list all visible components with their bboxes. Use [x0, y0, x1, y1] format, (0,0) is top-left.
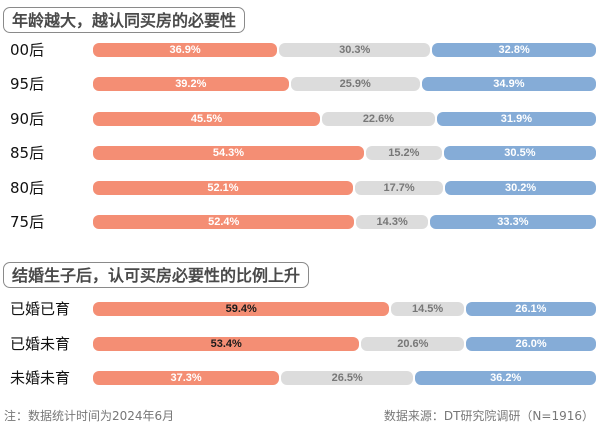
bar-segment-2: 17.7%: [354, 180, 444, 195]
bar-segment-2: 26.5%: [281, 371, 414, 385]
bar-segment-1: 52.1%: [93, 180, 353, 195]
bar-row: 未婚未育 37.3% 26.5% 36.2%: [0, 368, 600, 388]
bar-segment-1: 53.4%: [93, 336, 360, 351]
bar-row: 90后 45.5% 22.6% 31.9%: [0, 109, 600, 129]
bar-segment-3: 30.2%: [445, 180, 596, 195]
bar-segment-3: 26.1%: [465, 302, 596, 316]
stacked-bar: 52.1% 17.7% 30.2%: [93, 180, 596, 195]
bar-segment-2: 14.5%: [391, 302, 464, 316]
stacked-bar: 52.4% 14.3% 33.3%: [93, 215, 596, 229]
footer-source: 数据来源：DT研究院调研（N=1916）: [383, 409, 594, 423]
section-title-age: 年龄越大，越认同买房的必要性: [3, 7, 246, 33]
row-label: 75后: [10, 213, 45, 231]
bar-segment-3: 31.9%: [436, 111, 596, 126]
bar-segment-2: 30.3%: [279, 43, 431, 57]
stacked-bar: 37.3% 26.5% 36.2%: [93, 371, 596, 385]
bar-row: 85后 54.3% 15.2% 30.5%: [0, 143, 600, 163]
bar-segment-3: 36.2%: [415, 371, 596, 385]
bar-segment-3: 32.8%: [432, 43, 596, 57]
row-label: 80后: [10, 178, 45, 197]
row-label: 未婚未育: [10, 369, 71, 387]
bar-segment-2: 25.9%: [290, 77, 420, 92]
row-label: 已婚未育: [10, 334, 71, 353]
stacked-bar: 36.9% 30.3% 32.8%: [93, 43, 596, 57]
row-label: 00后: [10, 41, 45, 59]
bar-segment-3: 33.3%: [429, 215, 596, 229]
bar-segment-2: 20.6%: [361, 336, 465, 351]
bar-row: 已婚已育 59.4% 14.5% 26.1%: [0, 299, 600, 319]
bar-segment-2: 15.2%: [365, 146, 442, 161]
bar-segment-3: 34.9%: [421, 77, 596, 92]
section-title-marriage: 结婚生子后，认可买房必要性的比例上升: [3, 262, 310, 288]
stacked-bar: 45.5% 22.6% 31.9%: [93, 111, 596, 126]
bar-segment-1: 52.4%: [93, 215, 355, 229]
bar-segment-2: 22.6%: [322, 111, 435, 126]
bar-row: 00后 36.9% 30.3% 32.8%: [0, 40, 600, 60]
bar-segment-3: 30.5%: [443, 146, 596, 161]
row-label: 90后: [10, 109, 45, 128]
bar-row: 80后 52.1% 17.7% 30.2%: [0, 178, 600, 198]
stacked-bar: 59.4% 14.5% 26.1%: [93, 302, 596, 316]
bar-segment-1: 39.2%: [93, 77, 289, 92]
bar-row: 95后 39.2% 25.9% 34.9%: [0, 74, 600, 94]
bar-segment-1: 54.3%: [93, 146, 364, 161]
row-label: 95后: [10, 75, 45, 94]
bar-segment-1: 59.4%: [93, 302, 390, 316]
stacked-bar: 39.2% 25.9% 34.9%: [93, 77, 596, 92]
bar-row: 已婚未育 53.4% 20.6% 26.0%: [0, 334, 600, 354]
bar-row: 75后 52.4% 14.3% 33.3%: [0, 212, 600, 232]
bar-segment-1: 37.3%: [93, 371, 280, 385]
row-label: 85后: [10, 144, 45, 163]
bar-segment-3: 26.0%: [466, 336, 596, 351]
stacked-bar: 54.3% 15.2% 30.5%: [93, 146, 596, 161]
stacked-bar: 53.4% 20.6% 26.0%: [93, 336, 596, 351]
bar-segment-1: 45.5%: [93, 111, 321, 126]
footer-note: 注：数据统计时间为2024年6月: [4, 409, 175, 423]
bar-segment-1: 36.9%: [93, 43, 278, 57]
row-label: 已婚已育: [10, 300, 71, 318]
bar-segment-2: 14.3%: [356, 215, 428, 229]
